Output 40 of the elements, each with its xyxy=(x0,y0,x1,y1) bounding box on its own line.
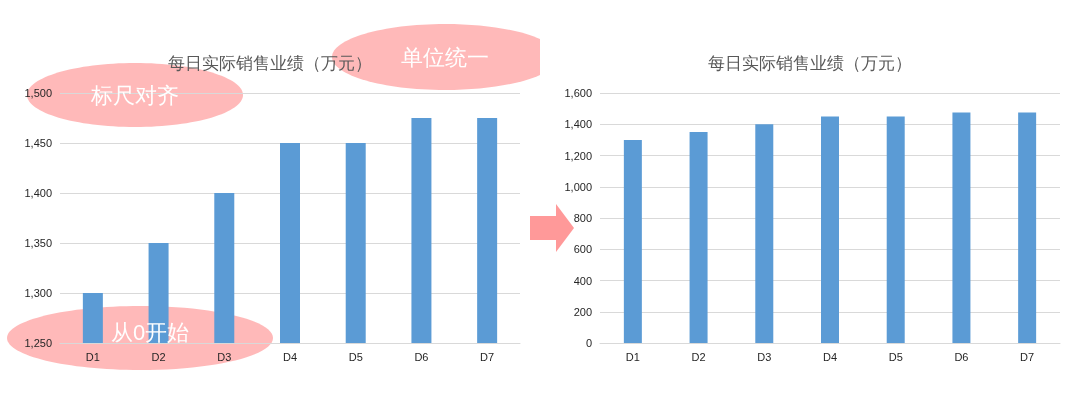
y-tick-label: 1,400 xyxy=(564,118,592,131)
x-tick-label: D2 xyxy=(151,350,166,363)
x-tick-label: D7 xyxy=(480,350,495,363)
bar xyxy=(952,112,971,343)
text: 单位统一 xyxy=(401,44,489,70)
bar xyxy=(623,139,642,343)
y-tick-label: 1,300 xyxy=(24,287,52,299)
chart-title: 每日实际销售业绩（万元） xyxy=(168,54,372,73)
y-tick-label: 600 xyxy=(573,243,592,256)
y-tick-label: 1,250 xyxy=(24,337,52,349)
y-tick-label: 1,200 xyxy=(564,149,592,162)
bar xyxy=(1018,112,1037,343)
x-tick-label: D4 xyxy=(822,350,838,363)
bar xyxy=(821,116,839,343)
y-tick-label: 200 xyxy=(573,305,592,318)
x-tick-label: D1 xyxy=(625,350,640,363)
x-tick-label: D5 xyxy=(888,350,903,363)
bar xyxy=(886,116,905,343)
x-tick-label: D2 xyxy=(691,350,706,363)
x-tick-label: D5 xyxy=(348,350,363,363)
x-tick-label: D3 xyxy=(217,350,232,363)
y-tick-label: 0 xyxy=(585,337,592,349)
chart-title: 每日实际销售业绩（万元） xyxy=(708,54,912,73)
y-tick-label: 1,450 xyxy=(24,137,52,149)
bar xyxy=(755,124,774,343)
y-tick-label: 800 xyxy=(573,212,592,224)
x-tick-label: D7 xyxy=(1020,350,1035,363)
bar xyxy=(689,132,708,343)
y-tick-label: 400 xyxy=(573,274,592,287)
y-tick-label: 1,400 xyxy=(24,187,52,199)
x-tick-label: D6 xyxy=(414,350,429,363)
y-tick-label: 1,350 xyxy=(24,237,52,249)
x-tick-label: D4 xyxy=(282,350,298,363)
x-tick-label: D3 xyxy=(757,350,772,363)
x-tick-label: D1 xyxy=(85,350,100,363)
x-tick-label: D6 xyxy=(954,350,969,363)
y-tick-label: 1,500 xyxy=(24,87,52,99)
y-tick-label: 1,000 xyxy=(564,180,592,193)
annotation: 标尺对齐 xyxy=(90,82,179,108)
y-tick-label: 1,600 xyxy=(564,87,592,99)
